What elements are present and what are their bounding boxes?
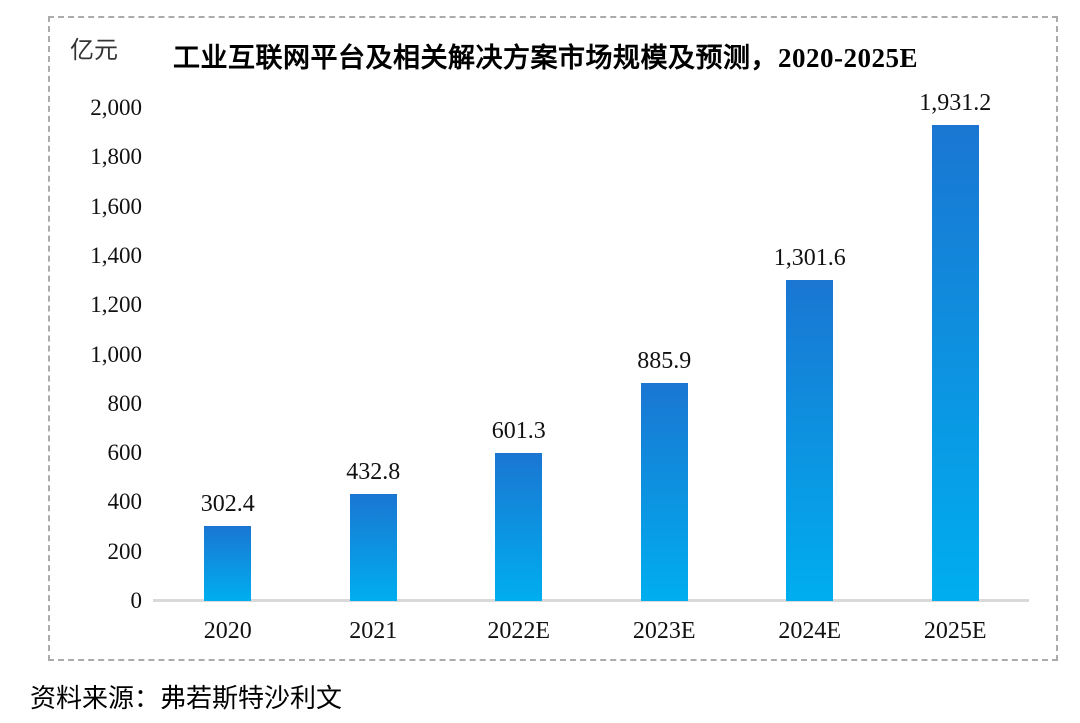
x-axis-category-label: 2022E [487,618,551,644]
y-axis-tick-label: 400 [107,489,143,515]
y-axis-unit-label: 亿元 [70,38,118,64]
y-axis-tick-label: 600 [107,440,143,466]
y-axis-tick-label: 800 [107,390,143,416]
bar-value-label: 302.4 [200,491,255,518]
bar-2020 [204,526,252,601]
y-axis-tick-label: 1,800 [90,144,142,170]
bar-value-label: 432.8 [346,459,401,486]
source-note: 资料来源：弗若斯特沙利文 [30,684,343,713]
y-axis-tick-label: 200 [107,538,143,564]
x-axis-category-label: 2024E [778,618,842,644]
bar-2021 [349,494,397,601]
y-axis-tick-label: 1,400 [90,242,142,268]
chart-title: 工业互联网平台及相关解决方案市场规模及预测，2020-2025E [173,43,918,73]
x-axis-line [153,599,1029,602]
x-axis-category-label: 2025E [923,618,987,644]
y-axis-tick-label: 0 [130,588,143,613]
bar-value-label: 885.9 [637,347,692,374]
x-axis-category-label: 2023E [632,618,696,644]
y-axis-tick-label: 1,600 [90,193,142,219]
bar-2024E [786,280,834,601]
x-axis-category-label: 2020 [203,618,252,644]
y-axis-tick-label: 1,200 [90,292,142,318]
bar-2022E [495,452,543,601]
bar-value-label: 1,301.6 [773,245,846,272]
bar-2023E [640,382,688,601]
y-axis-tick-label: 1,000 [90,341,142,367]
bar-value-label: 1,931.2 [919,89,992,116]
y-axis-tick-label: 2,000 [90,95,142,120]
bar-2025E [931,124,979,601]
bar-value-label: 601.3 [491,417,546,444]
x-axis-category-label: 2021 [349,618,398,644]
